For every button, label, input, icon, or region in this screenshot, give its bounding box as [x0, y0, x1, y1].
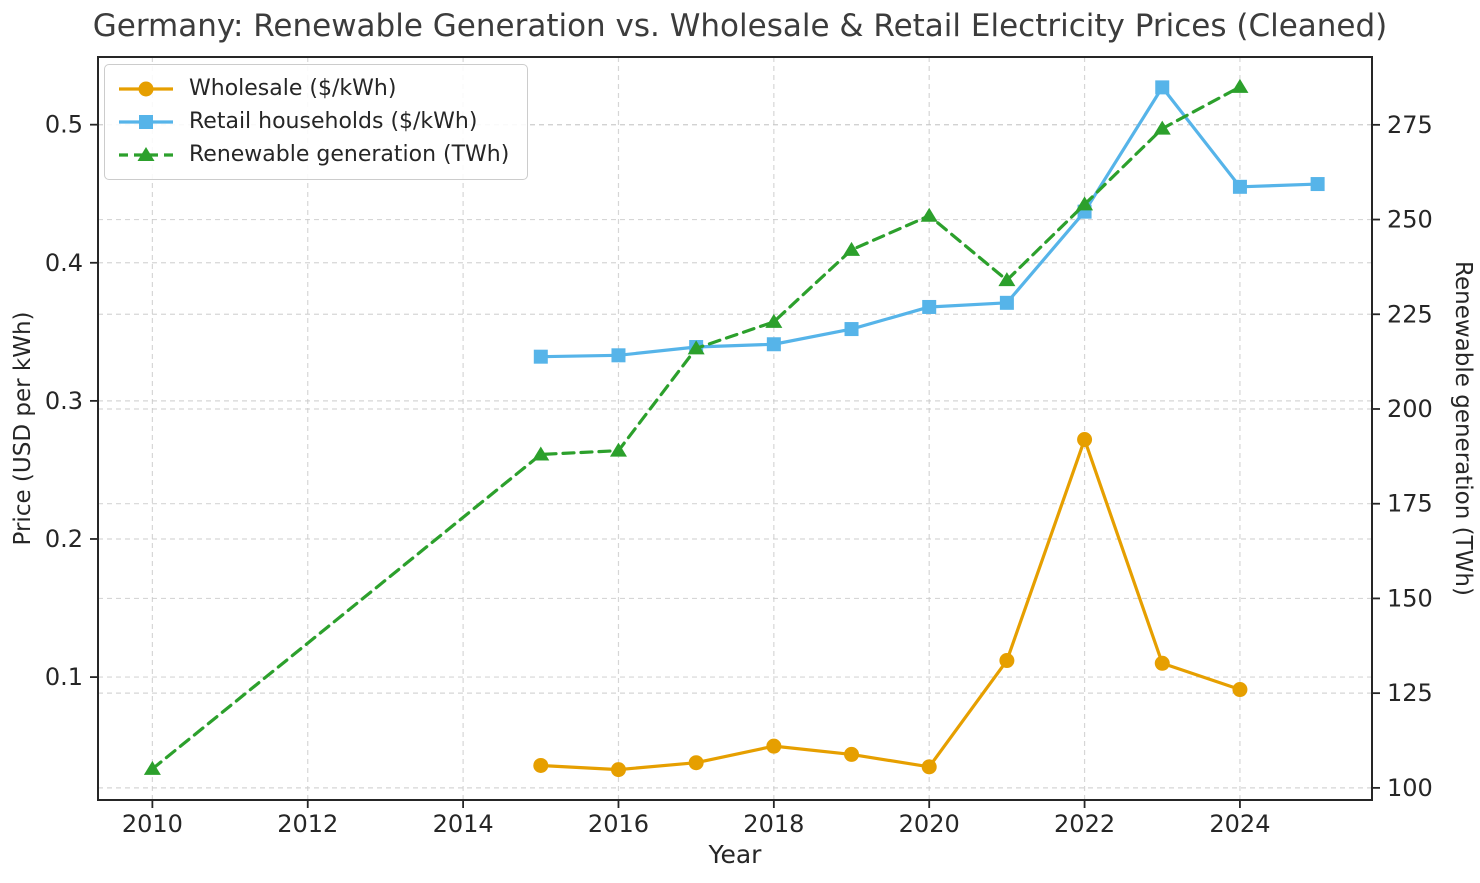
series-marker-2: [1231, 78, 1249, 93]
series-marker-2: [765, 313, 783, 328]
series-marker-1: [533, 349, 548, 364]
y-tick-label-right: 200: [1387, 395, 1433, 423]
series-line-2: [150, 85, 1242, 771]
legend-label: Renewable generation (TWh): [189, 142, 510, 167]
series-marker-0: [1077, 432, 1093, 448]
series-marker-1: [844, 322, 859, 337]
y-axis-label-left: Price (USD per kWh): [10, 312, 36, 546]
y-tick-label-right: 225: [1387, 300, 1433, 328]
legend-item: Wholesale ($/kWh): [117, 76, 509, 101]
x-tick-label: 2016: [588, 810, 649, 838]
x-axis-label: Year: [708, 840, 763, 869]
legend-swatch-square-icon: [119, 114, 173, 129]
y-tick-label-right: 150: [1387, 584, 1433, 612]
x-tick-label: 2010: [122, 810, 183, 838]
series-marker-2: [1076, 196, 1094, 211]
y-tick-label-right: 125: [1387, 679, 1433, 707]
legend-item: Renewable generation (TWh): [117, 142, 509, 167]
series-marker-1: [922, 299, 937, 314]
series-marker-1: [611, 348, 626, 363]
x-tick-label: 2024: [1209, 810, 1270, 838]
x-tick-label: 2018: [743, 810, 804, 838]
series-marker-2: [998, 272, 1016, 287]
series-marker-2: [843, 241, 861, 256]
series-marker-2: [687, 340, 705, 355]
y-tick-label-left: 0.3: [45, 387, 83, 415]
y-tick-label-right: 250: [1387, 206, 1433, 234]
y-axis-label-right: Renewable generation (TWh): [1450, 261, 1476, 596]
x-tick-label: 2012: [277, 810, 338, 838]
legend-label: Wholesale ($/kWh): [189, 76, 397, 101]
series-marker-0: [1232, 682, 1248, 698]
series-marker-0: [766, 738, 782, 754]
series-marker-1: [1155, 80, 1170, 95]
series-marker-0: [533, 757, 549, 773]
plot-border: [97, 56, 1373, 801]
series-marker-2: [1153, 120, 1171, 135]
y-tick-label-left: 0.4: [45, 249, 83, 277]
series-marker-0: [610, 762, 626, 778]
series-line-0: [539, 437, 1242, 772]
series-marker-2: [532, 446, 550, 461]
series-marker-1: [1310, 177, 1325, 192]
legend-swatch-circle-icon: [119, 81, 173, 96]
series-marker-0: [688, 755, 704, 771]
series-marker-1: [999, 295, 1014, 310]
legend-label: Retail households ($/kWh): [189, 109, 478, 134]
legend: Wholesale ($/kWh) Retail households ($/kW…: [104, 64, 529, 180]
series-marker-0: [999, 653, 1015, 669]
series-marker-2: [609, 442, 627, 457]
series-marker-2: [143, 760, 161, 775]
y-tick-label-left: 0.5: [45, 111, 83, 139]
y-tick-label-left: 0.1: [45, 663, 83, 691]
x-tick-label: 2014: [433, 810, 494, 838]
series-marker-0: [921, 759, 937, 775]
series-marker-0: [844, 746, 860, 762]
chart-title: Germany: Renewable Generation vs. Wholes…: [92, 8, 1388, 44]
y-tick-label-right: 175: [1387, 490, 1433, 518]
x-tick-label: 2020: [899, 810, 960, 838]
x-tick-label: 2022: [1054, 810, 1115, 838]
y-tick-label-right: 100: [1387, 774, 1433, 802]
legend-swatch-triangle-icon: [119, 146, 173, 161]
series-marker-0: [1154, 655, 1170, 671]
y-tick-label-right: 275: [1387, 111, 1433, 139]
legend-item: Retail households ($/kWh): [117, 109, 509, 134]
series-marker-1: [1232, 179, 1247, 194]
series-marker-1: [766, 337, 781, 352]
series-marker-2: [920, 207, 938, 222]
y-tick-label-left: 0.2: [45, 525, 83, 553]
